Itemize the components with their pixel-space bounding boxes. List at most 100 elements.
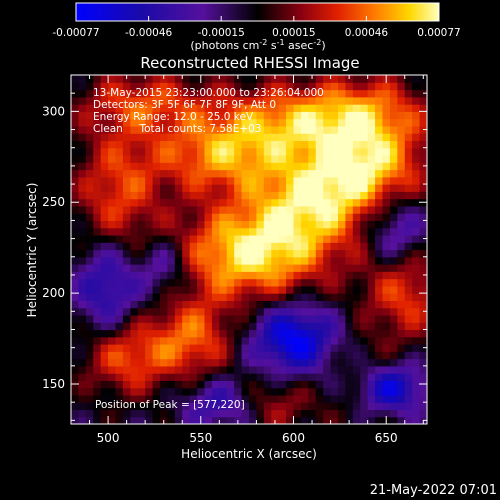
heatmap-cell	[404, 293, 413, 301]
heatmap-cell	[315, 162, 324, 171]
heatmap-cell	[412, 111, 421, 120]
heatmap-cell	[234, 162, 243, 171]
y-tick-label: 200	[42, 286, 65, 300]
heatmap-cell	[323, 104, 332, 112]
heatmap-cell	[315, 358, 324, 367]
heatmap-cell	[397, 205, 406, 214]
heatmap-cell	[271, 176, 280, 185]
heatmap-cell	[197, 387, 206, 396]
heatmap-cell	[71, 154, 80, 163]
heatmap-cell	[345, 147, 354, 156]
heatmap-cell	[360, 285, 369, 294]
heatmap-cell	[100, 256, 109, 265]
heatmap-cell	[412, 409, 421, 418]
heatmap-cell	[300, 82, 309, 91]
heatmap-cell	[315, 111, 324, 120]
heatmap-cell	[137, 198, 146, 207]
heatmap-cell	[263, 409, 272, 418]
heatmap-cell	[323, 365, 332, 374]
heatmap-cell	[345, 227, 354, 236]
heatmap-cell	[145, 329, 154, 338]
heatmap-cell	[115, 220, 124, 229]
heatmap-cell	[412, 256, 421, 265]
heatmap-cell	[300, 256, 309, 265]
heatmap-cell	[412, 213, 421, 222]
heatmap-cell	[122, 365, 131, 374]
heatmap-cell	[182, 75, 191, 83]
heatmap-cell	[338, 365, 347, 374]
heatmap-cell	[71, 104, 80, 112]
heatmap-cell	[367, 344, 376, 352]
heatmap-cell	[338, 264, 347, 272]
heatmap-cell	[182, 358, 191, 367]
heatmap-cell	[308, 256, 317, 265]
heatmap-cell	[256, 336, 265, 345]
heatmap-cell	[397, 234, 406, 243]
heatmap-cell	[211, 416, 220, 424]
heatmap-cell	[204, 300, 213, 309]
heatmap-cell	[152, 264, 161, 272]
heatmap-cell	[100, 380, 109, 389]
heatmap-cell	[122, 380, 131, 389]
heatmap-cell	[93, 394, 102, 403]
heatmap-cell	[137, 380, 146, 389]
heatmap-cell	[226, 402, 235, 411]
heatmap-cell	[108, 118, 117, 127]
heatmap-cell	[300, 394, 309, 403]
heatmap-cell	[397, 184, 406, 192]
heatmap-cell	[397, 118, 406, 127]
heatmap-cell	[263, 336, 272, 345]
heatmap-cell	[308, 82, 317, 91]
heatmap-cell	[389, 162, 398, 171]
heatmap-cell	[263, 96, 272, 105]
heatmap-cell	[122, 184, 131, 192]
heatmap-cell	[271, 358, 280, 367]
heatmap-cell	[137, 125, 146, 134]
heatmap-cell	[115, 351, 124, 360]
heatmap-cell	[367, 300, 376, 309]
heatmap-cell	[174, 365, 183, 374]
heatmap-cell	[167, 329, 176, 338]
heatmap-cell	[375, 82, 384, 91]
heatmap-cell	[145, 191, 154, 200]
heatmap-cell	[85, 162, 94, 171]
heatmap-cell	[249, 205, 258, 214]
heatmap-cell	[286, 176, 295, 185]
heatmap-cell	[100, 351, 109, 360]
heatmap-cell	[130, 162, 139, 171]
heatmap-cell	[78, 416, 87, 424]
heatmap-cell	[330, 133, 339, 142]
heatmap-cell	[130, 264, 139, 272]
heatmap-cell	[315, 373, 324, 381]
heatmap-cell	[211, 205, 220, 214]
heatmap-cell	[404, 234, 413, 243]
heatmap-cell	[189, 104, 198, 112]
heatmap-cell	[271, 118, 280, 127]
heatmap-cell	[263, 416, 272, 424]
heatmap-cell	[189, 365, 198, 374]
heatmap-cell	[241, 147, 250, 156]
heatmap-cell	[345, 111, 354, 120]
heatmap-cell	[404, 89, 413, 98]
heatmap-cell	[338, 373, 347, 381]
heatmap-cell	[404, 111, 413, 120]
heatmap-cell	[219, 256, 228, 265]
heatmap-cell	[211, 307, 220, 316]
heatmap-cell	[167, 351, 176, 360]
heatmap-cell	[345, 336, 354, 345]
heatmap-cell	[293, 82, 302, 91]
heatmap-cell	[338, 154, 347, 163]
heatmap-cell	[360, 213, 369, 222]
heatmap-cell	[108, 213, 117, 222]
heatmap-cell	[204, 416, 213, 424]
heatmap-cell	[137, 351, 146, 360]
heatmap-cell	[375, 184, 384, 192]
heatmap-cell	[278, 387, 287, 396]
chart-title: Reconstructed RHESSI Image	[140, 54, 359, 72]
heatmap-cell	[100, 271, 109, 280]
heatmap-cell	[286, 344, 295, 352]
heatmap-cell	[412, 358, 421, 367]
heatmap-cell	[93, 256, 102, 265]
heatmap-cell	[375, 416, 384, 424]
heatmap-cell	[315, 249, 324, 258]
